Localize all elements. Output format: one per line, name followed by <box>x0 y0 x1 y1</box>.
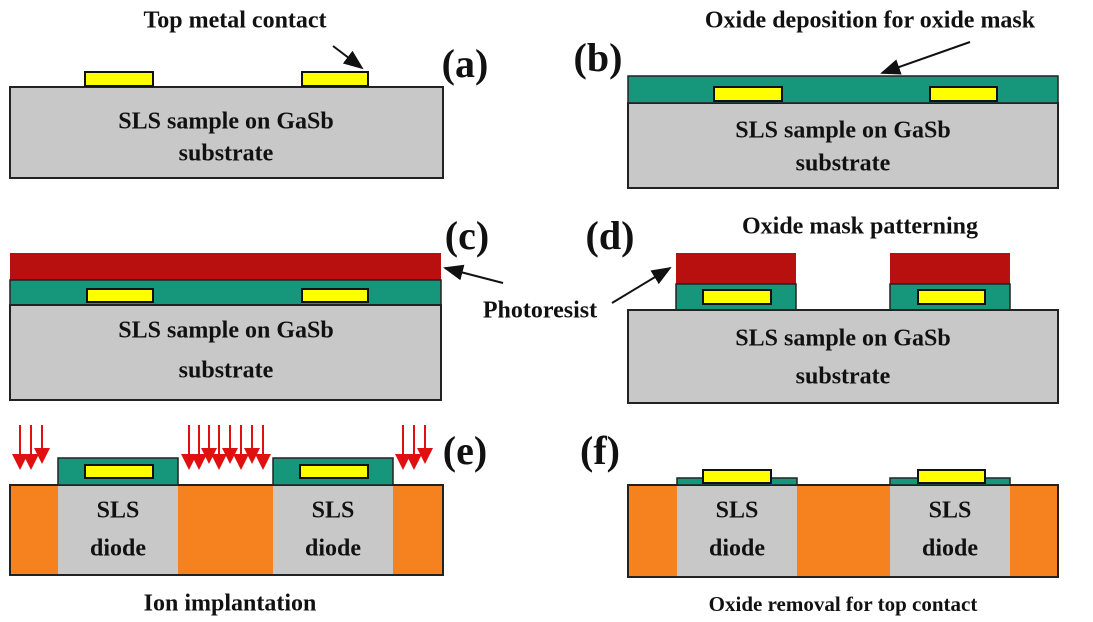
metal-pad <box>87 289 153 302</box>
photoresist-label: Photoresist <box>483 298 597 324</box>
arrow <box>612 268 670 303</box>
panel-f: (f) SLS diode SLS diode Oxide removal fo… <box>580 428 1058 616</box>
panel-label: (c) <box>445 213 489 258</box>
sample-text: substrate <box>179 358 274 384</box>
diode-text: diode <box>305 536 361 562</box>
panel-a: Top metal contact (a) SLS sample on GaSb… <box>10 8 488 179</box>
implanted-region <box>1010 485 1058 577</box>
panel-label: (d) <box>586 213 635 258</box>
diode-text: diode <box>709 536 765 562</box>
arrow <box>882 42 970 73</box>
implanted-region <box>628 485 677 577</box>
photoresist <box>10 253 441 280</box>
diode-text: SLS <box>929 498 972 524</box>
caption: Oxide mask patterning <box>742 214 978 240</box>
diode-text: diode <box>922 536 978 562</box>
metal-pad <box>703 470 771 483</box>
metal-pad <box>85 72 153 86</box>
metal-pad <box>714 87 782 101</box>
caption: Oxide deposition for oxide mask <box>705 8 1036 34</box>
implanted-region <box>178 485 273 575</box>
panel-d: Oxide mask patterning (d) SLS sample on … <box>586 213 1058 403</box>
diode-text: SLS <box>716 498 759 524</box>
sample-text: SLS sample on GaSb <box>735 118 950 144</box>
metal-pad <box>703 290 771 304</box>
sample-text: substrate <box>796 364 891 390</box>
metal-pad <box>302 289 368 302</box>
process-diagram: Top metal contact (a) SLS sample on GaSb… <box>0 0 1093 622</box>
sample-text: substrate <box>796 151 891 177</box>
metal-pad <box>918 290 985 304</box>
implanted-region <box>393 485 443 575</box>
implanted-region <box>10 485 58 575</box>
panel-c: (c) SLS sample on GaSb substrate <box>10 213 503 400</box>
metal-pad <box>85 465 153 478</box>
metal-pad <box>930 87 997 101</box>
metal-pad <box>300 465 368 478</box>
caption: Ion implantation <box>144 591 317 617</box>
oxide <box>10 280 441 305</box>
photoresist <box>890 253 1010 284</box>
caption: Oxide removal for top contact <box>709 592 978 616</box>
diode-text: SLS <box>97 498 140 524</box>
caption: Top metal contact <box>143 8 326 34</box>
panel-label: (a) <box>442 41 489 86</box>
sample-text: substrate <box>179 141 274 167</box>
sample-text: SLS sample on GaSb <box>118 318 333 344</box>
panel-label: (b) <box>574 35 623 80</box>
arrow <box>445 268 503 283</box>
arrow <box>333 46 362 68</box>
panel-label: (e) <box>443 428 487 473</box>
panel-b: Oxide deposition for oxide mask (b) SLS … <box>574 8 1058 189</box>
sample-text: SLS sample on GaSb <box>118 109 333 135</box>
panel-e: (e) SLS diode SLS diode <box>10 425 487 617</box>
metal-pad <box>302 72 368 86</box>
implanted-region <box>797 485 890 577</box>
sample-text: SLS sample on GaSb <box>735 326 950 352</box>
diode-text: SLS <box>312 498 355 524</box>
metal-pad <box>918 470 985 483</box>
diode-text: diode <box>90 536 146 562</box>
panel-label: (f) <box>580 428 620 473</box>
photoresist <box>676 253 796 284</box>
